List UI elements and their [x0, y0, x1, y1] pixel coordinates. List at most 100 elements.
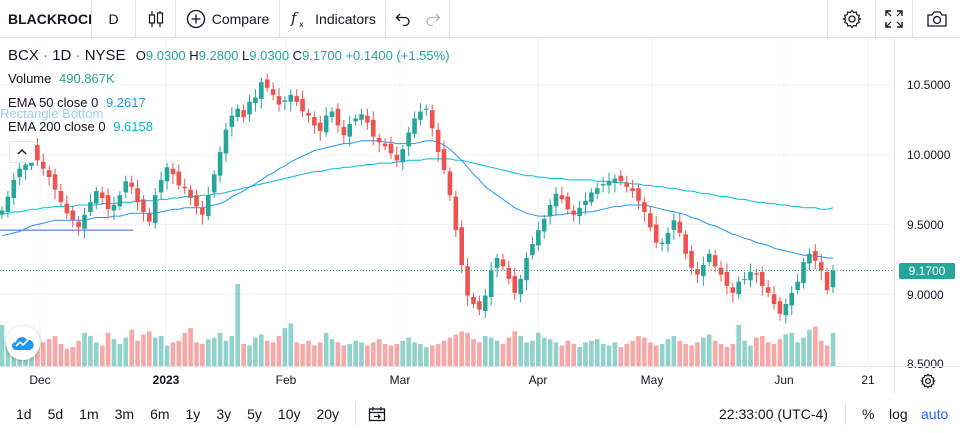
candle-body: [771, 294, 777, 305]
candle-body: [370, 119, 376, 137]
legend-volume[interactable]: Volume 490.867K: [8, 71, 115, 86]
candle-body: [359, 114, 364, 120]
candle-body: [82, 214, 87, 229]
price-tick: 9.5000: [907, 218, 944, 232]
legend-collapse-button[interactable]: [9, 141, 35, 163]
range-3y[interactable]: 3y: [216, 406, 232, 422]
range-5d[interactable]: 5d: [47, 406, 64, 422]
volume-bar: [52, 336, 58, 366]
percent-toggle[interactable]: %: [862, 406, 875, 422]
volume-bar: [742, 340, 747, 366]
goto-date-button[interactable]: [368, 406, 386, 422]
volume-bar: [235, 284, 241, 366]
volume-bar: [589, 340, 594, 366]
undo-redo-group: [386, 0, 450, 38]
volume-bar: [594, 339, 600, 366]
candle-body: [565, 196, 571, 210]
volume-bar: [671, 336, 677, 366]
candle-body: [247, 101, 252, 115]
volume-bar: [630, 340, 635, 366]
chart-type-button[interactable]: [136, 0, 176, 38]
volume-bar: [370, 342, 376, 366]
range-6m[interactable]: 6m: [150, 406, 170, 422]
volume-bar: [789, 332, 795, 366]
legend-change: +0.1400 (+1.55%): [345, 48, 450, 63]
candle-body: [477, 301, 482, 310]
redo-icon[interactable]: [425, 12, 441, 26]
gear-icon: [919, 372, 936, 389]
symbol-search-button[interactable]: BLACKROCK: [0, 0, 92, 38]
range-20y[interactable]: 20y: [316, 406, 340, 422]
volume-bar: [164, 345, 170, 366]
candle-body: [123, 181, 129, 193]
undo-icon[interactable]: [395, 12, 411, 26]
candle-body: [182, 186, 188, 189]
candle-body: [259, 82, 264, 99]
volume-value: 490.867K: [59, 71, 115, 86]
time-tick: May: [640, 373, 664, 387]
ema200-label: EMA 200 close 0: [8, 119, 106, 134]
volume-bar: [264, 340, 270, 366]
ema50-value: 9.2617: [105, 95, 146, 110]
price-scale[interactable]: 10.5000 10.0000 9.5000 9.0000 8.5000 9.1…: [894, 39, 960, 371]
volume-bar: [276, 336, 282, 366]
volume-bar: [46, 339, 52, 366]
candle-body: [488, 270, 494, 298]
range-10y[interactable]: 10y: [277, 406, 301, 422]
volume-bar: [665, 339, 671, 366]
volume-bar: [388, 345, 394, 366]
legend-close-label: C: [292, 48, 303, 63]
candle-body: [600, 184, 606, 186]
range-1m[interactable]: 1m: [79, 406, 99, 422]
volume-bar: [406, 337, 411, 366]
log-toggle[interactable]: log: [889, 406, 908, 422]
volume-bar: [571, 343, 576, 366]
candle-body: [288, 94, 294, 102]
candle-body: [642, 202, 647, 212]
range-1y[interactable]: 1y: [185, 406, 201, 422]
fullscreen-icon: [885, 9, 903, 28]
candle-body: [270, 89, 276, 95]
volume-bar: [600, 343, 606, 366]
candle-body: [205, 195, 211, 217]
snapshot-button[interactable]: [912, 0, 960, 38]
legend-main: BCX · 1D · NYSE O9.0300 H9.2800 L9.0300 …: [8, 47, 450, 64]
candle-body: [129, 182, 134, 187]
range-5y[interactable]: 5y: [247, 406, 262, 422]
candle-body: [152, 195, 158, 224]
candle-body: [300, 98, 305, 112]
indicators-label: Indicators: [315, 10, 376, 27]
indicators-button[interactable]: f x Indicators: [280, 0, 386, 38]
clock-timezone[interactable]: 22:33:00 (UTC-4): [719, 406, 828, 422]
volume-bar: [547, 339, 553, 366]
time-tick: 21: [861, 373, 875, 387]
candle-body: [589, 192, 594, 203]
legend-ema200[interactable]: EMA 200 close 0 9.6158: [8, 119, 153, 134]
scale-settings-button[interactable]: [894, 366, 960, 394]
time-scale[interactable]: Dec 2023 Feb Mar Apr May Jun 21: [0, 366, 894, 394]
time-tick: Dec: [29, 373, 51, 387]
candle-body: [712, 255, 718, 267]
range-3m[interactable]: 3m: [114, 406, 135, 422]
legend-ema50[interactable]: EMA 50 close 0 9.2617: [8, 95, 146, 110]
volume-bar: [223, 340, 229, 366]
candle-body: [748, 271, 753, 281]
legend-symbol: BCX: [8, 47, 39, 64]
logo-button[interactable]: [6, 326, 40, 360]
volume-bar: [365, 345, 370, 366]
legend-drawing[interactable]: Rectangle Bottom: [0, 106, 103, 121]
compare-button[interactable]: Compare: [176, 0, 280, 38]
volume-bar: [259, 334, 264, 366]
settings-button[interactable]: [828, 0, 876, 38]
volume-bar: [541, 337, 547, 366]
volume-bar: [394, 343, 400, 366]
volume-bar: [724, 347, 730, 366]
range-1d[interactable]: 1d: [16, 406, 32, 422]
top-toolbar: BLACKROCK D Compare f x Indicators: [0, 0, 960, 38]
volume-bar: [453, 334, 459, 366]
price-chart[interactable]: [0, 39, 894, 366]
fullscreen-button[interactable]: [876, 0, 912, 38]
volume-bar: [818, 340, 824, 366]
auto-toggle[interactable]: auto: [921, 406, 949, 422]
interval-button[interactable]: D: [92, 0, 136, 38]
